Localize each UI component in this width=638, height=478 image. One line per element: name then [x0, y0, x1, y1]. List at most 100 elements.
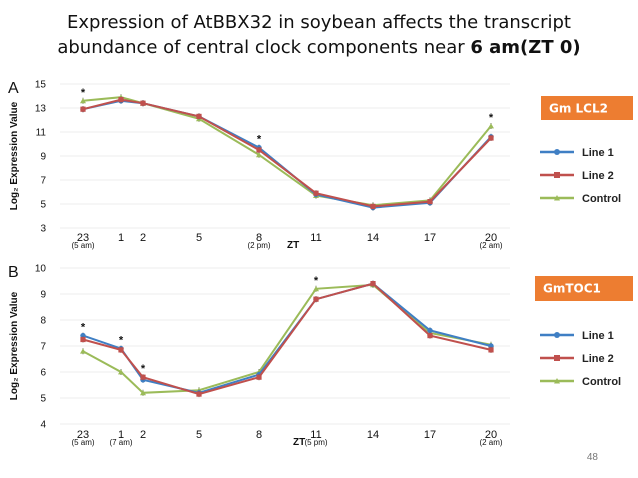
x-tick-label: 8: [256, 429, 262, 441]
x-axis-label: ZT: [287, 240, 299, 251]
significance-star: *: [141, 363, 146, 375]
x-tick-label: 11: [310, 232, 321, 244]
y-axis-label: Log₂ Expression Value: [9, 101, 20, 210]
data-point: [488, 135, 494, 141]
x-tick-label: 1: [118, 429, 124, 441]
y-tick-label: 11: [36, 128, 47, 139]
panel-label: B: [8, 264, 19, 281]
x-tick-label: 23: [77, 429, 89, 441]
chart-panel-a: A Log₂ Expression Value 3 5 7 9 11 13 15 23 1 2 5 8 11…: [8, 80, 633, 251]
data-point: [118, 347, 124, 353]
x-tick-label: 2: [140, 232, 146, 244]
x-tick-label: 20: [485, 429, 497, 441]
y-tick-label: 3: [40, 224, 46, 235]
data-point: [313, 286, 319, 292]
data-point: [140, 100, 146, 106]
legend-marker: [554, 195, 560, 201]
time-note: (2 am): [479, 438, 502, 447]
y-tick-label: 8: [40, 316, 46, 327]
title-line-2-text: abundance of central clock components ne…: [57, 37, 471, 58]
panel-label: A: [8, 80, 19, 97]
time-note: (5 am): [71, 241, 94, 250]
x-tick-label: 5: [196, 232, 202, 244]
significance-star: *: [81, 87, 86, 99]
data-point: [80, 348, 86, 354]
x-tick-label: 14: [367, 429, 379, 441]
y-tick-label: 4: [40, 420, 46, 431]
title-line-1: Expression of AtBBX32 in soybean affects…: [67, 12, 571, 33]
data-point: [80, 98, 86, 104]
x-tick-label: 17: [424, 429, 436, 441]
legend-label: Control: [582, 193, 621, 205]
data-point: [427, 333, 433, 339]
data-point: [196, 113, 202, 119]
slide-title: Expression of AtBBX32 in soybean affects…: [0, 10, 638, 60]
legend-label: Line 2: [582, 170, 614, 182]
legend-label: Line 1: [582, 330, 614, 342]
legend-marker: [554, 378, 560, 384]
data-point: [80, 336, 86, 343]
x-tick-label: 5: [196, 429, 202, 441]
x-tick-label: 8: [256, 232, 262, 244]
data-point: [256, 147, 262, 153]
chart-panel-b: B Log₂ Expression Value 4 5 6 7 8 9 10 23 1 2 5 8 11 14…: [8, 264, 633, 448]
gene-badge-label: GmTOC1: [543, 282, 601, 296]
y-tick-label: 7: [40, 176, 46, 187]
data-point: [256, 152, 262, 158]
legend-marker: [554, 172, 560, 178]
data-point: [488, 123, 494, 129]
data-point: [118, 97, 124, 103]
page-number: 48: [586, 452, 598, 463]
gene-badge: [541, 96, 633, 120]
y-tick-label: 5: [40, 394, 46, 405]
x-tick-label: 14: [367, 232, 379, 244]
significance-star: *: [81, 322, 86, 334]
series-line: [82, 98, 492, 208]
data-point: [313, 296, 319, 302]
series-line: [82, 96, 492, 207]
legend-marker: [554, 149, 560, 155]
y-tick-label: 9: [40, 290, 46, 301]
title-line-2: abundance of central clock components ne…: [0, 35, 638, 60]
y-tick-label: 5: [40, 200, 46, 211]
significance-star: *: [119, 335, 124, 347]
data-point: [140, 390, 146, 396]
data-point: [427, 327, 433, 334]
legend-marker: [554, 332, 560, 338]
x-tick-label: 20: [485, 232, 497, 244]
legend-label: Line 1: [582, 147, 614, 159]
significance-star: *: [314, 275, 319, 287]
series-line: [82, 99, 492, 209]
time-note: (5 am): [71, 438, 94, 447]
data-point: [140, 374, 146, 380]
significance-star: *: [257, 134, 262, 146]
time-note: (7 am): [109, 438, 132, 447]
y-tick-label: 15: [35, 80, 47, 91]
significance-star: *: [489, 112, 494, 124]
y-axis-label: Log₂ Expression Value: [9, 291, 20, 400]
y-tick-label: 10: [35, 264, 47, 275]
gene-badge-label: Gm LCL2: [549, 102, 608, 116]
x-axis-label: ZT: [293, 437, 305, 448]
data-point: [370, 281, 376, 287]
gene-badge: [535, 276, 633, 301]
data-point: [313, 190, 319, 196]
data-point: [80, 106, 86, 112]
time-note: (5 pm): [304, 438, 327, 447]
data-point: [427, 199, 433, 205]
time-note: (2 pm): [247, 241, 270, 250]
x-tick-label: 23: [77, 232, 89, 244]
legend-marker: [554, 355, 560, 361]
y-tick-label: 9: [40, 152, 46, 163]
data-point: [370, 203, 376, 209]
legend-label: Line 2: [582, 353, 614, 365]
data-point: [118, 369, 124, 375]
y-tick-label: 13: [35, 104, 47, 115]
data-point: [256, 374, 262, 380]
x-tick-label: 11: [310, 429, 321, 441]
y-tick-label: 7: [40, 342, 46, 353]
x-tick-label: 2: [140, 429, 146, 441]
x-tick-label: 1: [118, 232, 124, 244]
time-note: (2 am): [479, 241, 502, 250]
title-line-2-emphasis: 6 am(ZT 0): [470, 37, 581, 58]
